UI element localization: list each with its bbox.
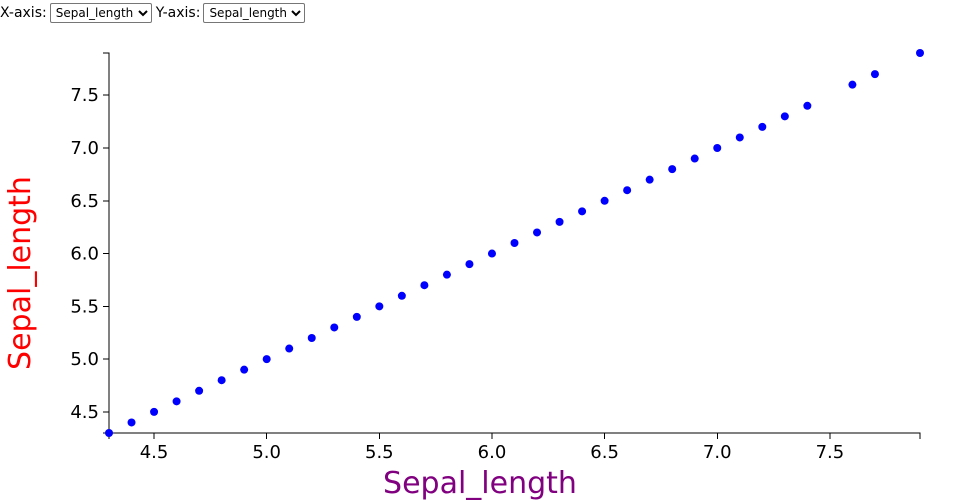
data-point (217, 376, 226, 385)
y-axis-line (103, 52, 110, 434)
data-point (352, 312, 361, 321)
data-points (105, 49, 924, 437)
data-point (240, 365, 249, 374)
data-point (780, 112, 789, 121)
data-point (105, 429, 113, 437)
y-tick-label: 5.5 (70, 296, 99, 317)
y-axis-label: Y-axis: (155, 5, 201, 21)
x-axis: 4.5 5.0 5.5 6.0 6.5 7.0 7.5 (108, 432, 921, 463)
x-tick-label: 4.5 (140, 442, 169, 463)
data-point (578, 207, 587, 216)
data-point (713, 144, 722, 152)
data-point (645, 175, 654, 184)
data-point (510, 239, 519, 247)
y-tick-label: 4.5 (70, 402, 99, 423)
x-tick-label: 6.0 (478, 442, 507, 463)
x-tick-label: 5.0 (252, 442, 281, 463)
data-point (870, 70, 879, 79)
y-tick-label: 6.5 (70, 191, 99, 212)
axis-controls: X-axis: Sepal_length Y-axis: Sepal_lengt… (0, 2, 309, 24)
data-point (758, 122, 767, 131)
data-point (690, 154, 699, 163)
data-point (465, 260, 474, 269)
data-point (127, 418, 136, 427)
data-point (916, 49, 924, 57)
data-point (848, 80, 857, 89)
y-axis-title: Sepal_length (3, 176, 38, 370)
x-axis-label: X-axis: (0, 5, 47, 21)
y-axis: 4.5 5.0 5.5 6.0 6.5 7.0 7.5 (70, 52, 110, 434)
data-point (375, 302, 384, 311)
data-point (555, 217, 564, 226)
x-axis-select[interactable]: Sepal_length (49, 3, 152, 23)
data-point (150, 407, 159, 416)
data-point (668, 165, 677, 174)
data-point (172, 397, 181, 406)
x-axis-line (108, 432, 921, 439)
data-point (803, 101, 812, 110)
x-tick-label: 7.0 (703, 442, 732, 463)
data-point (330, 323, 339, 332)
data-point (420, 281, 429, 290)
data-point (623, 186, 632, 195)
x-tick-label: 6.5 (590, 442, 619, 463)
x-axis-title: Sepal_length (383, 466, 577, 500)
data-point (735, 133, 744, 142)
y-tick-label: 5.0 (70, 349, 99, 370)
y-axis-select[interactable]: Sepal_length (203, 3, 306, 23)
y-tick-label: 6.0 (70, 244, 99, 265)
data-point (442, 270, 451, 279)
y-tick-label: 7.0 (70, 138, 99, 159)
data-point (307, 334, 316, 342)
data-point (600, 196, 609, 205)
data-point (285, 344, 294, 353)
data-point (533, 228, 542, 237)
x-tick-label: 5.5 (365, 442, 394, 463)
data-point (397, 291, 406, 300)
data-point (195, 386, 204, 395)
data-point (487, 249, 496, 258)
data-point (262, 355, 271, 364)
x-tick-label: 7.5 (816, 442, 845, 463)
y-tick-label: 7.5 (70, 85, 99, 106)
